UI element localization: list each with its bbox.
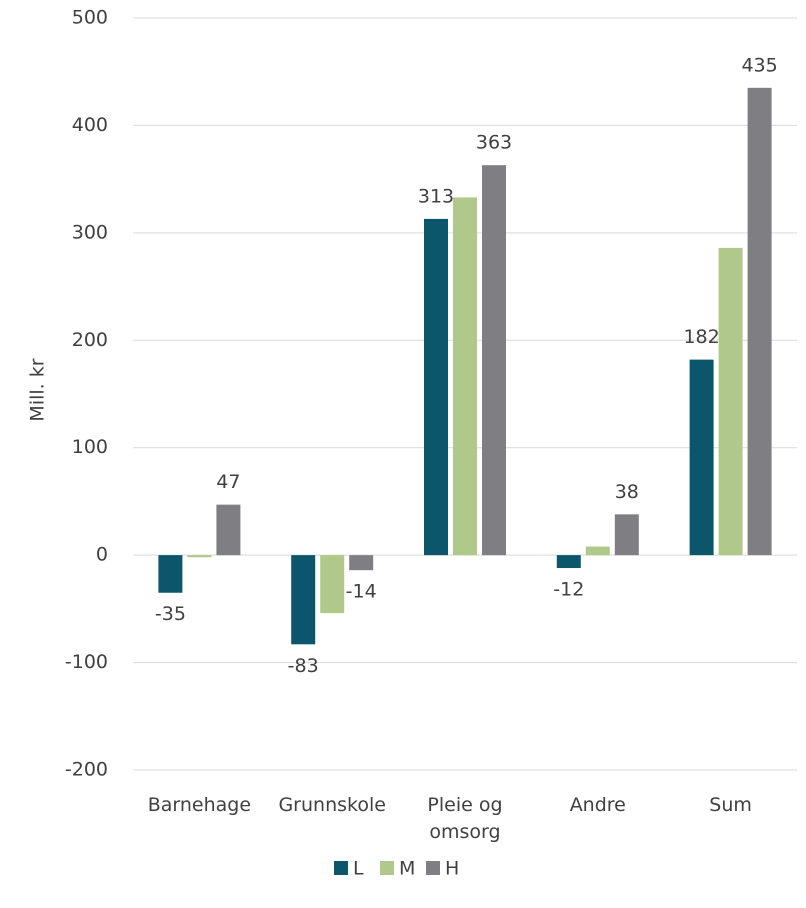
bar	[424, 218, 448, 556]
bar	[453, 197, 477, 556]
y-tick-label: 400	[72, 114, 108, 136]
data-label: 435	[741, 54, 777, 76]
bar	[349, 555, 374, 571]
legend-swatch	[380, 861, 394, 875]
bar	[216, 504, 241, 556]
legend-swatch	[426, 861, 440, 875]
data-label: -12	[553, 579, 584, 601]
legend-label: H	[445, 858, 459, 880]
x-tick-label: Grunnskole	[278, 794, 386, 816]
y-tick-label: 500	[72, 7, 108, 29]
legend-label: L	[353, 858, 364, 880]
data-label: 38	[615, 481, 639, 503]
data-label: -35	[155, 603, 186, 625]
bar	[585, 546, 610, 556]
data-label: -83	[288, 655, 319, 677]
data-label: 363	[476, 132, 512, 154]
y-tick-label: 300	[72, 221, 108, 243]
bar	[718, 247, 743, 556]
bar	[689, 359, 714, 556]
bar	[556, 555, 581, 569]
bar	[614, 514, 639, 556]
x-tick-label: Sum	[709, 794, 752, 816]
y-tick-label: 100	[72, 436, 108, 458]
data-label: 313	[418, 185, 454, 207]
x-tick-label: Pleie og omsorg	[427, 794, 503, 843]
legend-swatch	[334, 861, 348, 875]
y-tick-label: 200	[72, 329, 108, 351]
bar	[158, 555, 183, 593]
y-axis-title: Mill. kr	[27, 358, 49, 421]
x-tick-label: Barnehage	[147, 794, 252, 816]
data-label: 47	[216, 471, 240, 493]
data-label: 182	[683, 326, 719, 348]
bar	[482, 165, 506, 556]
y-tick-label: 0	[96, 544, 108, 566]
data-label: -14	[346, 581, 377, 603]
bar	[187, 555, 212, 558]
bar	[747, 87, 772, 556]
y-tick-label: -200	[65, 759, 108, 781]
bar	[320, 555, 345, 614]
x-tick-label: Andre	[569, 794, 626, 816]
y-tick-label: -100	[65, 651, 108, 673]
bar	[291, 555, 316, 645]
legend-label: M	[399, 858, 415, 880]
